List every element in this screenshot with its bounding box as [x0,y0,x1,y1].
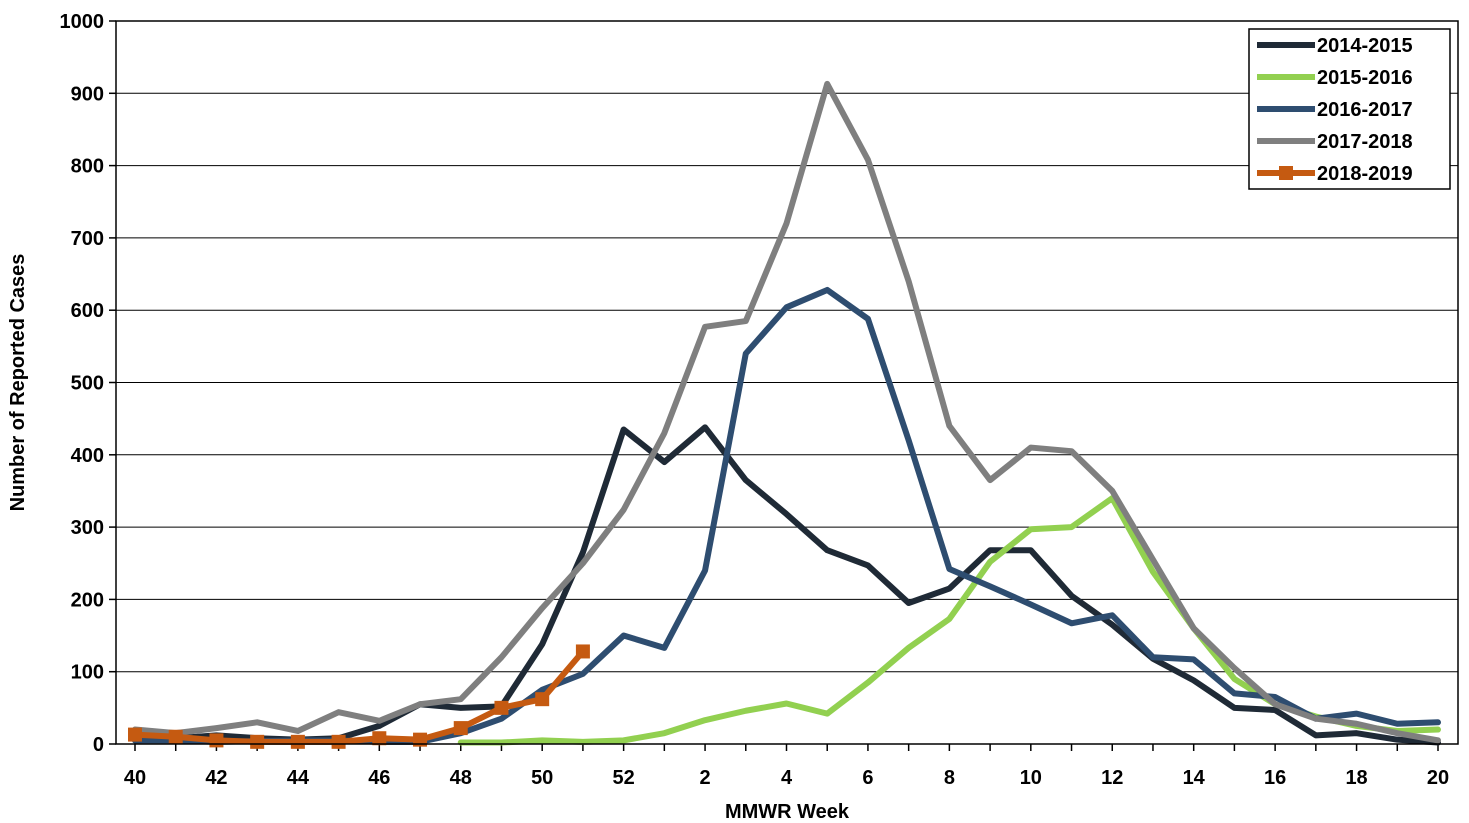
series-2017-2018 [132,80,1441,744]
y-tick-label: 800 [71,156,104,178]
y-tick-label: 700 [71,228,104,250]
x-tick-label: 12 [1101,767,1123,789]
data-point [290,734,305,749]
series-line [132,424,1441,746]
x-tick-label: 18 [1345,767,1367,789]
x-tick-label: 4 [781,767,793,789]
legend-label: 2015-2016 [1317,67,1413,89]
x-tick-label: 14 [1183,767,1206,789]
x-tick-label: 44 [287,767,310,789]
data-point [453,721,468,736]
y-axis-ticks: 0 100 200 300 400 500 600 700 800 900 1000 [60,11,116,756]
data-point [128,727,142,742]
legend-item: 2015-2016 [1257,67,1413,89]
legend-item: 2017-2018 [1257,131,1413,153]
plot-area-border [115,20,1459,745]
y-axis-title: Number of Reported Cases [7,254,29,512]
data-point [494,700,509,715]
data-point [535,692,550,707]
legend-label: 2014-2015 [1317,35,1413,57]
series-2018-2019 [128,644,590,749]
data-point [372,731,387,746]
data-point [250,734,265,749]
data-point [209,733,224,748]
legend-label: 2018-2019 [1317,163,1413,185]
y-tick-label: 100 [71,662,104,684]
x-tick-label: 46 [368,767,390,789]
series-lines [128,80,1441,749]
legend-item: 2016-2017 [1257,99,1413,121]
x-axis-ticks: 40 42 44 46 48 50 52 2 4 6 8 10 12 14 16 18 20 [124,744,1449,789]
data-point [413,732,428,747]
y-tick-label: 400 [71,445,104,467]
data-point [575,644,590,659]
x-tick-label: 16 [1264,767,1286,789]
x-tick-label: 42 [205,767,227,789]
legend: 2014-2015 2015-2016 2016-2017 2017-2018 2018… [1248,28,1451,190]
y-tick-label: 500 [71,373,104,395]
x-tick-label: 2 [700,767,711,789]
legend-label: 2016-2017 [1317,99,1413,121]
y-tick-label: 900 [71,83,104,105]
x-tick-label: 6 [862,767,873,789]
x-tick-label: 52 [613,767,635,789]
y-tick-label: 200 [71,589,104,611]
y-tick-label: 300 [71,517,104,539]
x-tick-label: 20 [1427,767,1449,789]
data-point [331,734,346,749]
legend-marker [1279,166,1293,180]
y-tick-label: 0 [93,734,104,756]
legend-item: 2014-2015 [1257,35,1413,57]
legend-label: 2017-2018 [1317,131,1413,153]
y-tick-label: 600 [71,300,104,322]
legend-item: 2018-2019 [1257,163,1413,185]
x-tick-label: 50 [531,767,553,789]
series-2014-2015 [132,424,1441,746]
x-tick-label: 40 [124,767,146,789]
x-tick-label: 48 [450,767,472,789]
data-point [168,729,183,744]
x-tick-label: 8 [944,767,955,789]
x-tick-label: 10 [1020,767,1042,789]
x-axis-title: MMWR Week [725,801,850,823]
y-tick-label: 1000 [60,11,105,33]
series-line [132,80,1441,744]
